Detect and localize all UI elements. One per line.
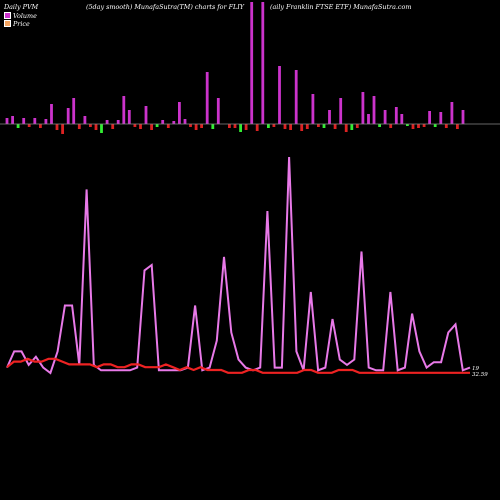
header-right: (aily Franklin FTSE ETF) MunafaSutra.com: [270, 3, 412, 11]
volume-bar: [105, 120, 109, 124]
volume-bar: [50, 104, 53, 124]
volume-bar: [294, 70, 298, 124]
volume-bar: [127, 110, 131, 124]
volume-bar: [322, 124, 326, 128]
volume-bar: [228, 124, 231, 128]
legend-price: Price: [4, 20, 30, 28]
volume-bar: [27, 124, 31, 127]
volume-bar: [305, 124, 309, 129]
volume-bar: [33, 118, 37, 124]
volume-bar: [361, 92, 365, 124]
volume-bar: [39, 124, 42, 128]
price-label-line1: 19: [472, 366, 479, 372]
volume-bar: [205, 72, 209, 124]
legend-volume-swatch: [4, 12, 11, 19]
volume-bar: [344, 124, 348, 132]
volume-bar: [155, 124, 159, 127]
volume-bar: [161, 120, 165, 124]
volume-bar: [411, 124, 415, 129]
volume-bar: [272, 124, 276, 127]
volume-bar: [5, 118, 9, 124]
legend-price-label: Price: [13, 20, 30, 28]
volume-bar: [422, 124, 426, 127]
volume-bar: [278, 66, 281, 124]
volume-bar: [406, 124, 409, 126]
price-line: [6, 357, 470, 374]
volume-line: [6, 156, 471, 375]
volume-bar: [255, 124, 259, 131]
volume-bar: [150, 124, 153, 130]
volume-bar: [100, 124, 103, 133]
volume-bar: [433, 124, 437, 127]
volume-bar: [139, 124, 142, 129]
volume-bar: [189, 124, 192, 127]
header-center: (5day smooth) MunafaSutra(TM) charts for…: [86, 3, 245, 11]
volume-bar: [11, 116, 14, 124]
volume-bar: [216, 98, 220, 124]
volume-bar: [333, 124, 337, 129]
volume-bar: [72, 98, 76, 124]
volume-bar: [289, 124, 292, 130]
volume-bar: [183, 119, 187, 124]
volume-bar: [89, 124, 92, 127]
volume-bar: [61, 124, 64, 134]
volume-bar: [317, 124, 320, 127]
volume-bar: [122, 96, 126, 124]
volume-bar: [300, 124, 304, 131]
volume-bar: [394, 107, 398, 124]
volume-bar: [77, 124, 81, 129]
volume-bar: [456, 124, 459, 129]
volume-bar: [55, 124, 59, 130]
volume-bar: [239, 124, 242, 132]
volume-bar: [311, 94, 315, 124]
volume-bar: [166, 124, 170, 128]
volume-bar: [66, 108, 70, 124]
volume-bar: [339, 98, 343, 124]
volume-bar: [372, 96, 376, 124]
volume-bar: [250, 2, 254, 124]
volume-bar: [267, 124, 270, 128]
price-label-line2: 32.59: [472, 372, 488, 378]
volume-bar: [350, 124, 354, 130]
volume-bar: [389, 124, 393, 128]
price-label: 19 32.59: [472, 366, 488, 378]
volume-bar: [16, 124, 20, 128]
volume-bar: [200, 124, 203, 128]
volume-bar: [178, 102, 181, 124]
volume-bar: [328, 110, 331, 124]
volume-bar: [233, 124, 237, 128]
legend-volume-label: Volume: [13, 12, 37, 20]
volume-bar: [367, 114, 370, 124]
volume-bar: [194, 124, 198, 130]
volume-bar: [417, 124, 420, 128]
volume-bar: [383, 110, 387, 124]
volume-bar: [116, 120, 120, 124]
volume-bar: [211, 124, 215, 129]
volume-bars: [5, 2, 465, 134]
volume-bar: [444, 124, 448, 128]
volume-bar: [44, 119, 48, 124]
volume-bar: [111, 124, 115, 129]
volume-bar: [355, 124, 359, 128]
volume-bar: [144, 106, 148, 124]
volume-bar: [83, 116, 87, 124]
volume-bar: [244, 124, 248, 130]
volume-bar: [133, 124, 137, 127]
volume-bar: [400, 114, 404, 124]
header-left: Daily PVM: [4, 3, 39, 11]
volume-bar: [94, 124, 98, 130]
volume-bar: [22, 118, 26, 124]
volume-bar: [378, 124, 381, 127]
volume-bar: [461, 110, 465, 124]
volume-bar: [450, 102, 454, 124]
volume-bar: [283, 124, 287, 129]
volume-bar: [172, 121, 176, 124]
volume-bar: [439, 112, 443, 124]
volume-bar: [261, 2, 265, 124]
legend-price-swatch: [4, 20, 11, 27]
legend-volume: Volume: [4, 12, 37, 20]
volume-bar: [428, 111, 431, 124]
